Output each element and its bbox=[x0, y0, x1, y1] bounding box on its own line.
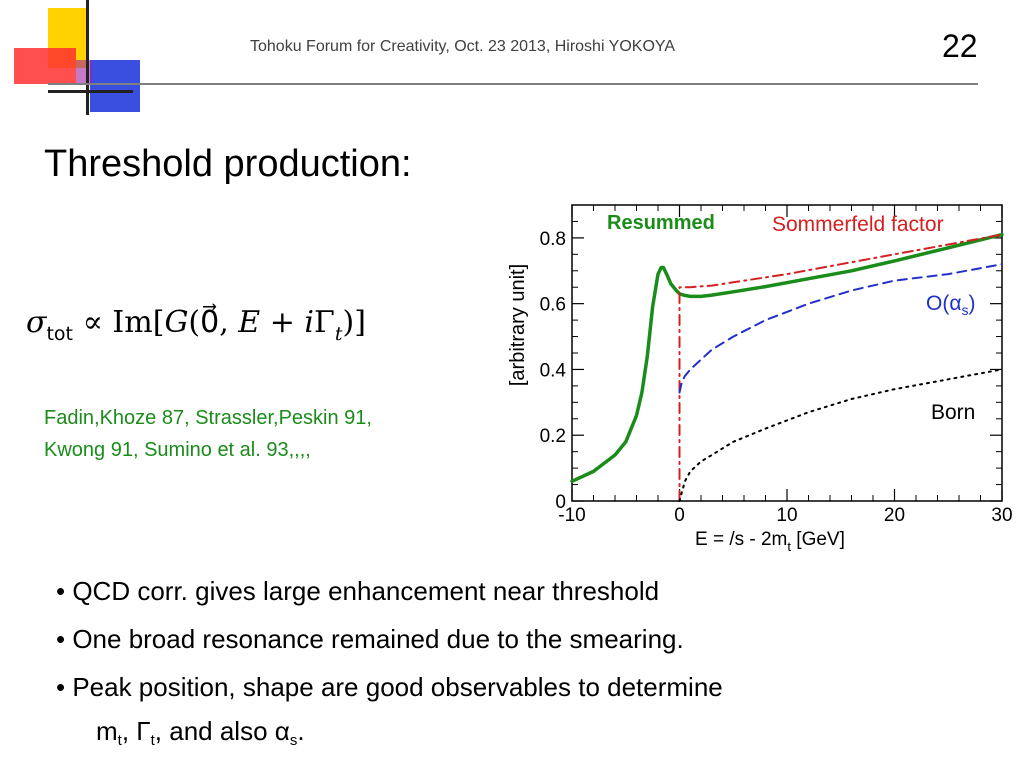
logo-red-block bbox=[14, 48, 76, 84]
x-axis-label-sub: t bbox=[787, 539, 791, 554]
y-axis-label: [arbitrary unit] bbox=[507, 264, 529, 386]
x-tick-label: 10 bbox=[776, 505, 797, 526]
label-sommerfeld: Sommerfeld factor bbox=[772, 213, 944, 236]
formula-i: i bbox=[304, 305, 315, 340]
series-line-born bbox=[678, 368, 1003, 502]
formula-close: )] bbox=[342, 305, 366, 340]
text-gamma: , Γ bbox=[121, 716, 151, 746]
label-born: Born bbox=[931, 401, 975, 424]
formula-e: E bbox=[238, 305, 261, 340]
label-oalpha: O(αs) bbox=[926, 292, 975, 318]
reference-line-2: Kwong 91, Sumino et al. 93,,,, bbox=[44, 439, 311, 461]
formula-tot: tot bbox=[46, 323, 74, 345]
label-resummed: Resummed bbox=[607, 212, 715, 234]
formula-gamma: Γ bbox=[314, 305, 335, 340]
slide-title: Threshold production: bbox=[44, 143, 412, 185]
y-tick-label: 0.6 bbox=[540, 295, 566, 316]
text-period: . bbox=[297, 716, 305, 746]
text-sub-t: t bbox=[117, 732, 122, 749]
header-rule bbox=[48, 83, 978, 85]
bullet-3-continuation: mt, Γt, and also αs. bbox=[96, 716, 305, 749]
x-tick-label: 30 bbox=[991, 505, 1012, 526]
axis-ticks bbox=[571, 205, 1003, 502]
y-tick-label: 0.8 bbox=[540, 229, 566, 250]
x-axis-label-tail: [GeV] bbox=[791, 529, 845, 550]
logo-blue-block bbox=[90, 60, 140, 112]
bullet-1: • QCD corr. gives large enhancement near… bbox=[56, 576, 660, 606]
bullet-2: • One broad resonance remained due to th… bbox=[56, 624, 684, 654]
decorative-logo bbox=[14, 8, 140, 112]
formula-propto: ∝ bbox=[82, 305, 103, 340]
formula-plus: + bbox=[260, 305, 305, 340]
cross-section-formula: σtot ∝ Im[G(0⃗, E + iΓt)] bbox=[26, 305, 366, 345]
x-axis-label: E = /s - 2mt [GeV] bbox=[695, 529, 845, 554]
y-tick-label: 0.4 bbox=[540, 360, 567, 381]
formula-t: t bbox=[334, 323, 343, 345]
formula-im: Im bbox=[112, 305, 153, 340]
x-tick-label: -10 bbox=[558, 505, 585, 526]
page-number: 22 bbox=[942, 28, 978, 64]
x-tick-label: 0 bbox=[674, 505, 685, 526]
label-oalpha-main: O(α bbox=[926, 292, 961, 315]
y-tick-label: 0 bbox=[555, 492, 566, 513]
references: Fadin,Khoze 87, Strassler,Peskin 91, Kwo… bbox=[44, 402, 372, 466]
formula-args: (0⃗, bbox=[188, 305, 239, 340]
label-oalpha-sub: s bbox=[961, 302, 968, 318]
formula-g: G bbox=[164, 305, 189, 340]
formula-sigma: σ bbox=[26, 305, 47, 340]
text-m: m bbox=[96, 716, 118, 746]
x-tick-label: 20 bbox=[884, 505, 905, 526]
bullet-3: • Peak position, shape are good observab… bbox=[56, 672, 723, 702]
series-line-o-s bbox=[678, 263, 1003, 394]
header-dark-line bbox=[48, 90, 133, 93]
series-line-sommerfeld-factor bbox=[678, 233, 1003, 502]
text-sub-s: s bbox=[289, 732, 298, 749]
series-line-resummed bbox=[570, 232, 1004, 484]
y-tick-label: 0.2 bbox=[540, 426, 566, 447]
x-axis-label-main: E = /s - 2m bbox=[695, 529, 787, 550]
label-oalpha-close: ) bbox=[968, 292, 975, 315]
header-citation: Tohoku Forum for Creativity, Oct. 23 201… bbox=[250, 38, 676, 55]
formula-open: [ bbox=[152, 305, 165, 340]
text-alpha: α bbox=[274, 716, 290, 746]
logo-overlap bbox=[76, 60, 92, 84]
series-lines bbox=[570, 232, 1004, 502]
text-sub-t-2: t bbox=[150, 732, 155, 749]
header-vertical-line bbox=[86, 0, 89, 115]
text-and-also: , and also bbox=[154, 716, 275, 746]
reference-line-1: Fadin,Khoze 87, Strassler,Peskin 91, bbox=[44, 407, 372, 429]
